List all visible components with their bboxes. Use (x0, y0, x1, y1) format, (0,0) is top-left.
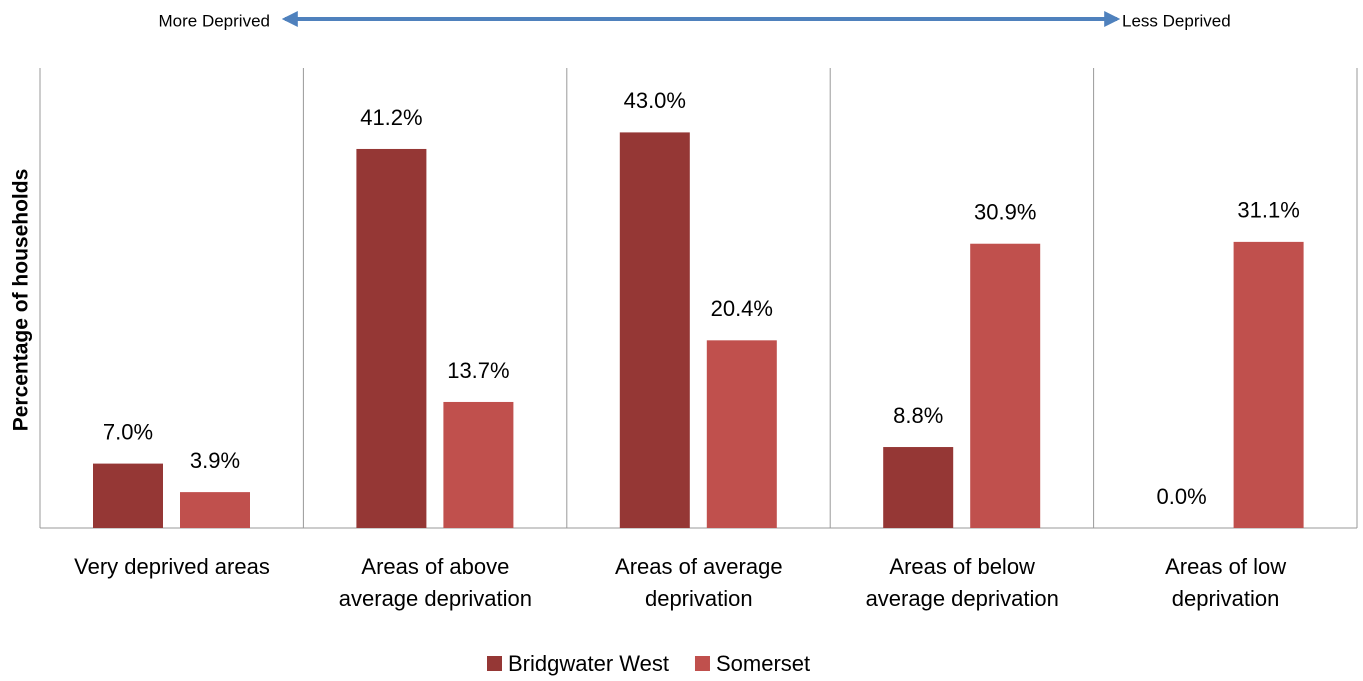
x-tick-label: Areas of below average deprivation (865, 554, 1059, 611)
data-label: 41.2% (360, 105, 422, 130)
data-label: 13.7% (447, 358, 509, 383)
annotation: More Deprived (159, 11, 271, 30)
y-axis-label: Percentage of households (10, 169, 33, 432)
data-label: 7.0% (103, 419, 153, 444)
bar (180, 492, 250, 528)
x-tick-label: Areas of average deprivation (615, 554, 783, 611)
legend-label: Somerset (716, 651, 810, 676)
data-label: 3.9% (190, 448, 240, 473)
legend-label: Bridgwater West (508, 651, 669, 676)
legend-swatch (487, 656, 502, 671)
bar (93, 463, 163, 528)
bar (706, 340, 777, 528)
x-tick-label: Very deprived areas (74, 554, 270, 579)
data-label: 0.0% (1157, 484, 1207, 509)
data-label: 43.0% (624, 88, 686, 113)
data-label: 8.8% (893, 403, 943, 428)
legend-swatch (694, 656, 710, 671)
data-label: 30.9% (974, 200, 1036, 225)
bar (970, 243, 1041, 528)
annotation: Less Deprived (1122, 11, 1231, 30)
bar (619, 132, 690, 528)
data-label: 20.4% (711, 296, 773, 321)
bar (1233, 241, 1304, 528)
bar (883, 447, 954, 528)
bar (356, 148, 427, 528)
x-tick-label: Areas of low deprivation (1165, 554, 1287, 611)
data-label: 31.1% (1237, 198, 1299, 223)
bar (443, 401, 514, 528)
x-tick-label: Areas of above average deprivation (338, 554, 533, 611)
